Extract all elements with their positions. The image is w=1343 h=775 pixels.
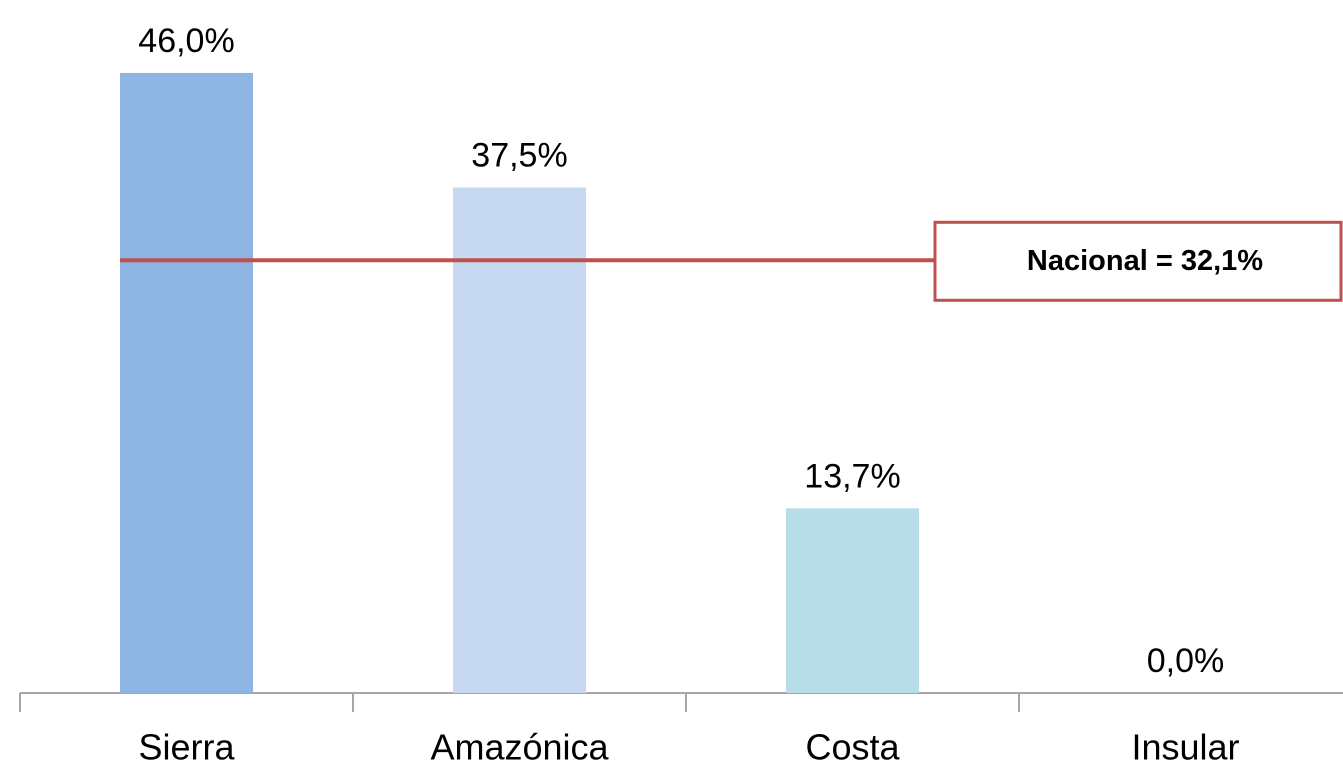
bar [786, 508, 919, 693]
value-label: 13,7% [804, 457, 900, 495]
reference-label: Nacional = 32,1% [1027, 245, 1263, 277]
bar [453, 187, 586, 693]
value-label: 37,5% [471, 136, 567, 174]
value-label: 46,0% [138, 22, 234, 60]
x-tick-label: Costa [805, 727, 900, 768]
reference-box [933, 220, 1343, 302]
x-tick-label: Sierra [138, 727, 235, 768]
bar [120, 72, 253, 694]
x-tick-label: Amazónica [430, 727, 609, 768]
value-label: 0,0% [1147, 642, 1225, 680]
x-tick-label: Insular [1131, 727, 1239, 768]
